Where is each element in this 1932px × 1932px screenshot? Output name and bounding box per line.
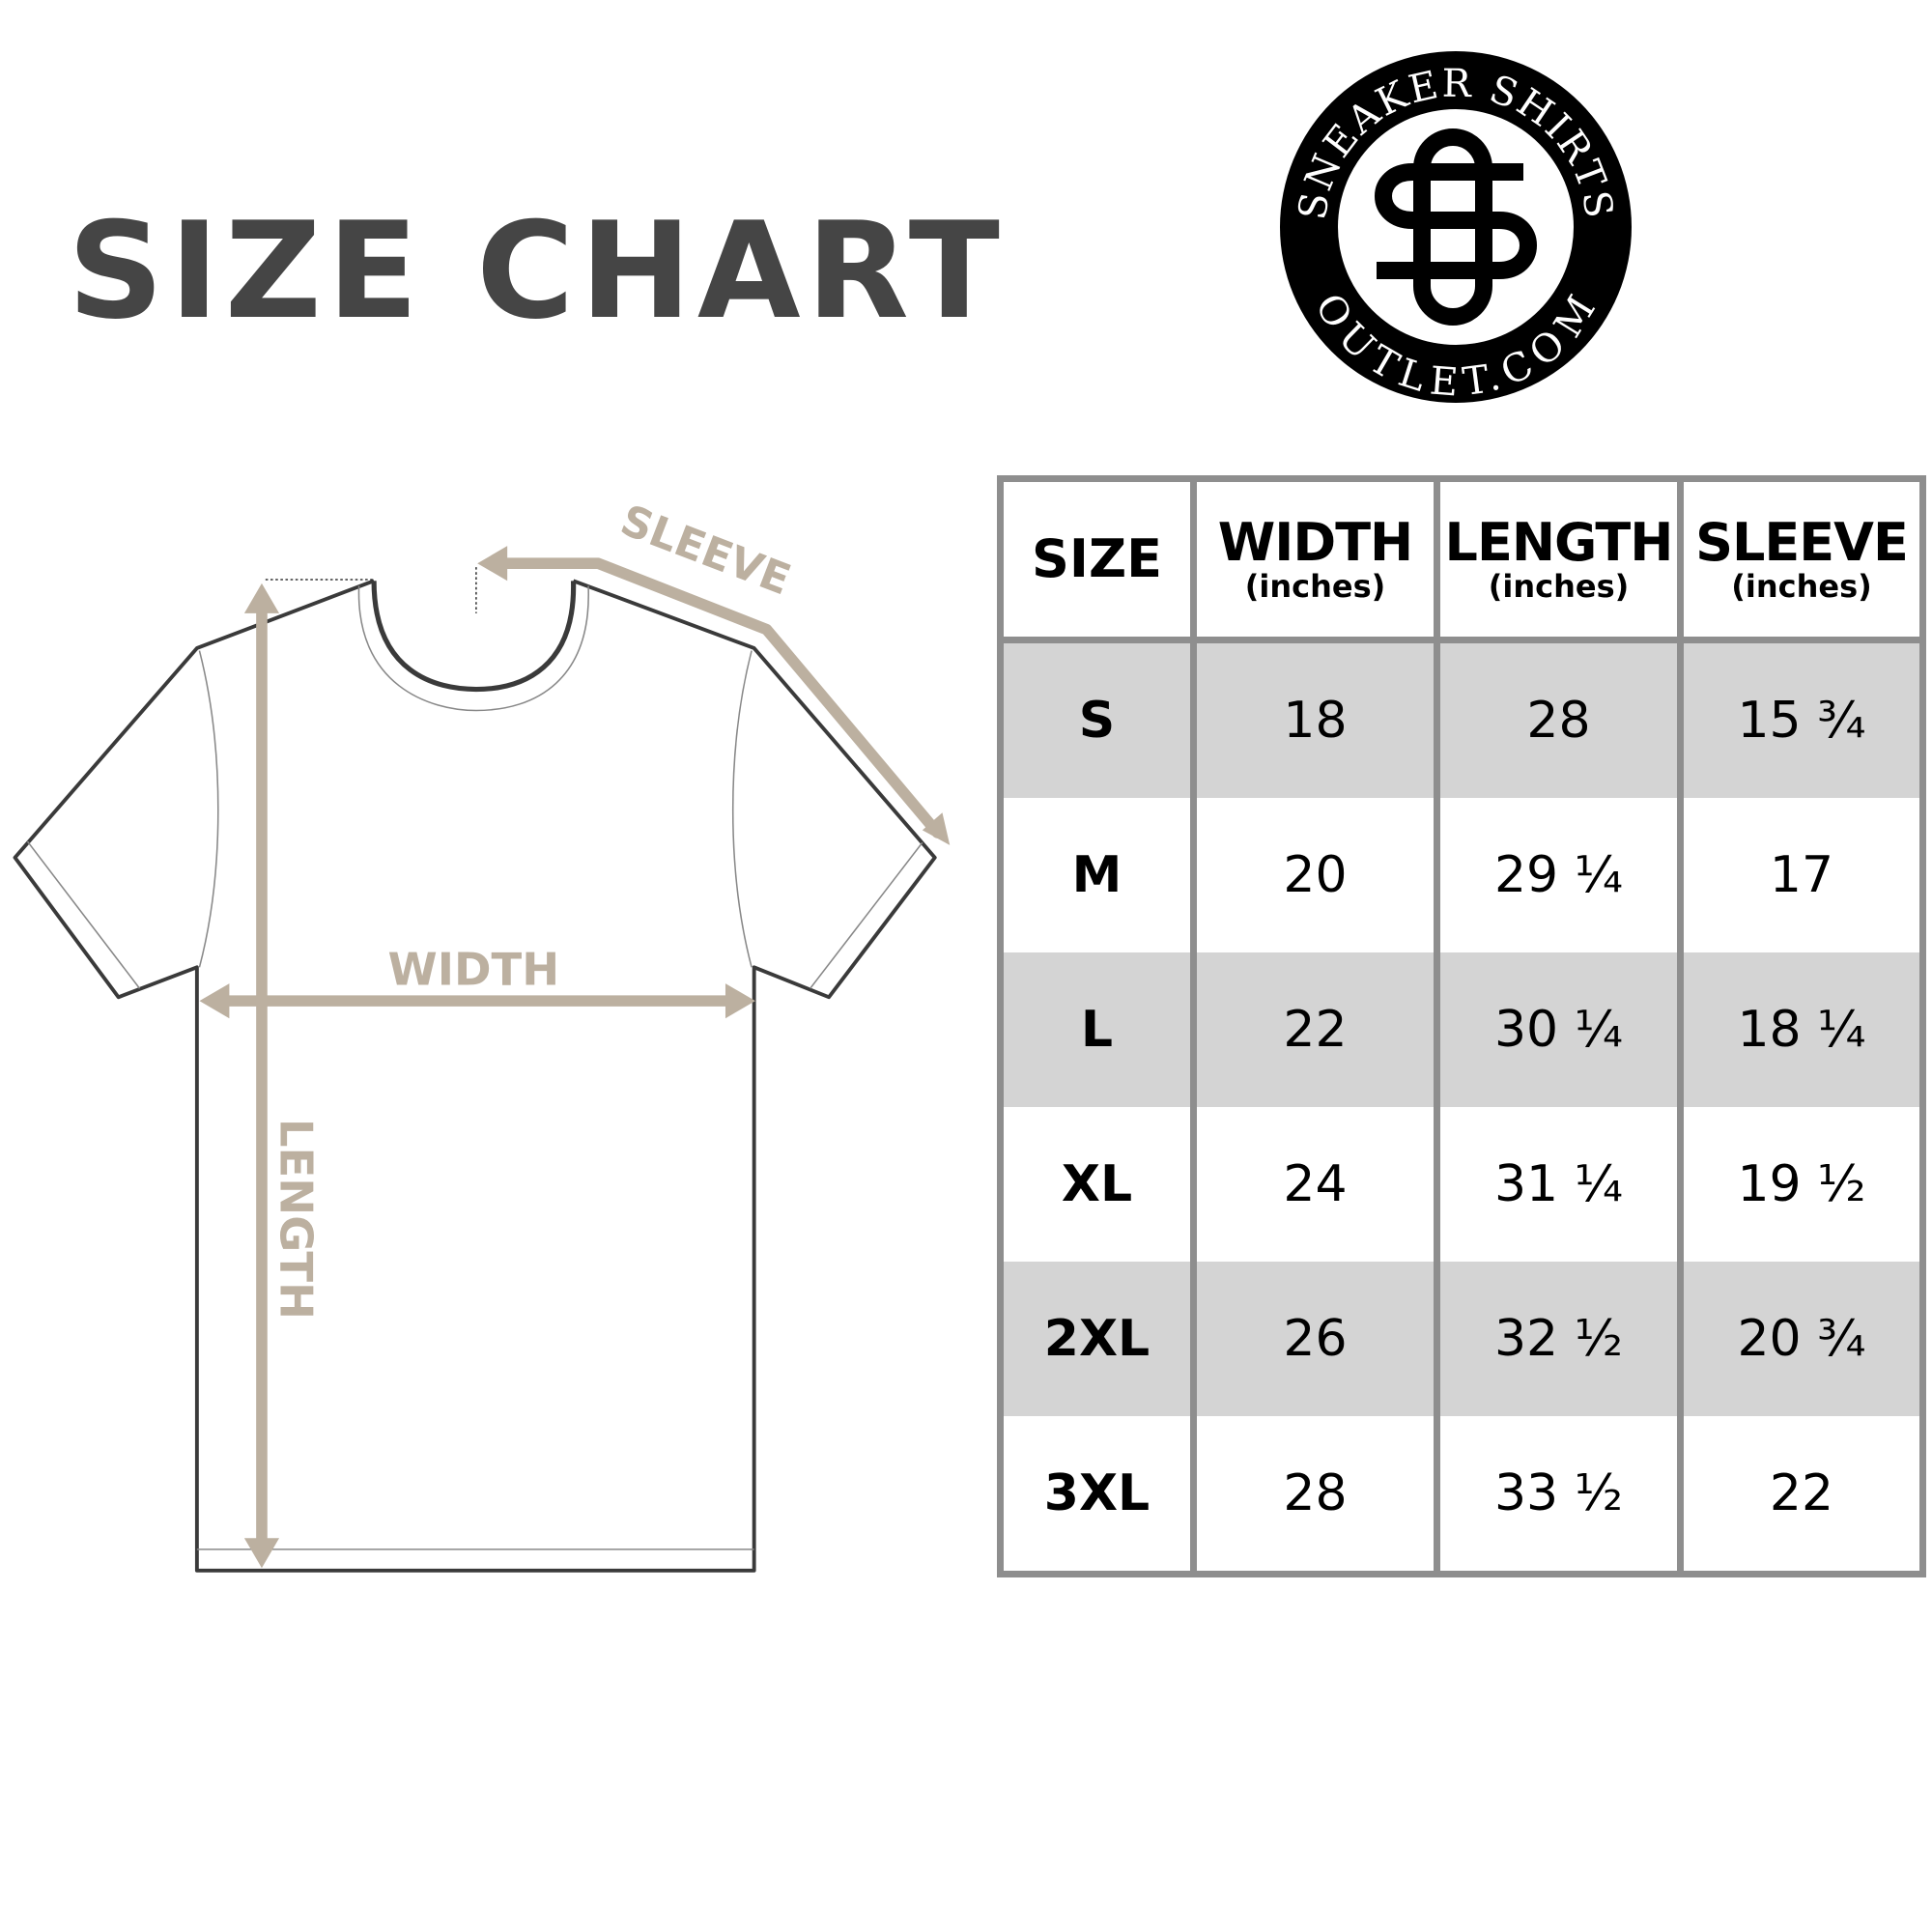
width-cell: 20 (1190, 798, 1440, 952)
header-length: LENGTH (inches) (1434, 475, 1684, 643)
sleeve-cell: 18 ¼ (1677, 952, 1926, 1107)
sleeve-cell: 17 (1677, 798, 1926, 952)
side-seam-left (198, 650, 219, 968)
header-row: SIZE WIDTH (inches) LENGTH (inches) SLEEVE… (997, 475, 1926, 643)
header-size: SIZE (997, 475, 1197, 643)
header-width: WIDTH (inches) (1190, 475, 1440, 643)
size-cell: M (997, 798, 1197, 952)
sleeve-hem-left (26, 840, 141, 989)
width-cell: 22 (1190, 952, 1440, 1107)
length-cell: 29 ¼ (1434, 798, 1684, 952)
table-row: S 18 28 15 ¾ (997, 639, 1926, 798)
size-cell: 3XL (997, 1416, 1197, 1575)
brand-logo: SNEAKER SHIRTS OUTLET.COM (1280, 51, 1632, 405)
page-title: SIZE CHART (68, 193, 1006, 349)
sleeve-cell: 22 (1677, 1416, 1926, 1575)
table-row: L 22 30 ¼ 18 ¼ (997, 952, 1926, 1107)
length-cell: 33 ½ (1434, 1416, 1684, 1575)
length-cell: 32 ½ (1434, 1262, 1684, 1416)
sleeve-cell: 20 ¾ (1677, 1262, 1926, 1416)
table-row: M 20 29 ¼ 17 (997, 798, 1926, 952)
sleeve-label: SLEEVE (614, 496, 797, 605)
size-cell: L (997, 952, 1197, 1107)
size-cell: S (997, 639, 1197, 798)
sleeve-cell: 19 ½ (1677, 1107, 1926, 1262)
length-label: LENGTH (270, 1119, 322, 1320)
size-table: SIZE WIDTH (inches) LENGTH (inches) SLEEVE… (997, 475, 1926, 1577)
width-label: WIDTH (388, 943, 560, 995)
width-cell: 28 (1190, 1416, 1440, 1575)
shirt-collar (371, 581, 577, 693)
length-cell: 28 (1434, 639, 1684, 798)
sleeve-cell: 15 ¾ (1677, 639, 1926, 798)
width-cell: 26 (1190, 1262, 1440, 1416)
size-cell: XL (997, 1107, 1197, 1262)
collar-inner (357, 585, 589, 712)
length-cell: 31 ¼ (1434, 1107, 1684, 1262)
header-sleeve: SLEEVE (inches) (1677, 475, 1926, 643)
width-cell: 18 (1190, 639, 1440, 798)
sleeve-arrow (486, 557, 944, 838)
shirt-outline (13, 579, 937, 1573)
table-row: 2XL 26 32 ½ 20 ¾ (997, 1262, 1926, 1416)
table-row: XL 24 31 ¼ 19 ½ (997, 1107, 1926, 1262)
size-cell: 2XL (997, 1262, 1197, 1416)
sleeve-hem-right (810, 841, 923, 989)
side-seam-right (731, 650, 753, 968)
width-cell: 24 (1190, 1107, 1440, 1262)
table-row: 3XL 28 33 ½ 22 (997, 1416, 1926, 1575)
length-cell: 30 ¼ (1434, 952, 1684, 1107)
